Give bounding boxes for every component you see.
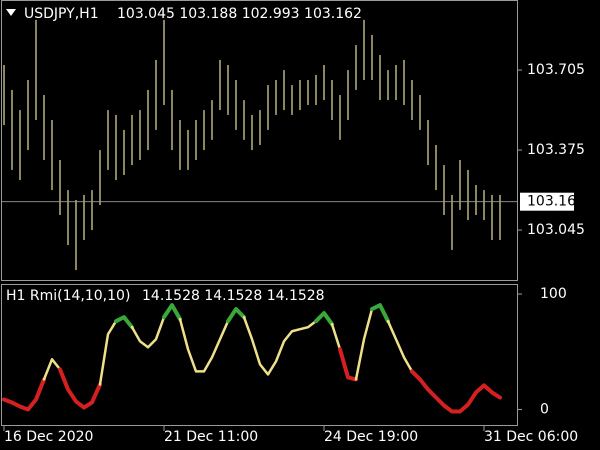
rmi-line xyxy=(98,319,118,386)
last-price-box xyxy=(520,192,574,211)
rmi-line xyxy=(330,322,342,351)
rmi-line xyxy=(386,319,414,373)
y-tick-label: 103.705 xyxy=(527,62,585,78)
rmi-line xyxy=(42,358,62,381)
last-price-label: 103.162 xyxy=(527,194,585,210)
x-tick-label: 31 Dec 06:00 xyxy=(484,429,578,445)
y-tick-label: 103.375 xyxy=(527,142,585,158)
rmi-line xyxy=(242,315,318,376)
rmi-line xyxy=(314,311,334,327)
y-tick-label: 0 xyxy=(540,402,549,418)
rmi-line xyxy=(130,315,166,349)
rmi-line xyxy=(178,317,230,373)
y-tick-label: 103.045 xyxy=(527,222,585,238)
x-tick-label: 24 Dec 19:00 xyxy=(324,429,418,445)
rmi-line xyxy=(58,367,102,410)
y-tick-label: 100 xyxy=(540,286,567,302)
indicator-title: H1 Rmi(14,10,10) xyxy=(6,288,130,304)
rmi-line xyxy=(370,303,390,324)
x-tick-label: 16 Dec 2020 xyxy=(4,429,93,445)
x-tick-label: 21 Dec 11:00 xyxy=(164,429,258,445)
rmi-line xyxy=(354,307,374,381)
indicator-pane xyxy=(1,284,518,426)
rmi-line xyxy=(162,303,182,322)
rmi-line xyxy=(2,377,46,412)
indicator-readout: 14.1528 14.1528 14.1528 xyxy=(142,288,325,304)
quote-readout: 103.045 103.188 102.993 103.162 xyxy=(117,6,362,22)
price-pane xyxy=(1,0,518,281)
rmi-line xyxy=(114,315,134,330)
symbol-title: USDJPY,H1 xyxy=(24,6,99,22)
rmi-line xyxy=(410,369,502,414)
rmi-line xyxy=(338,347,358,382)
menu-triangle[interactable] xyxy=(6,9,16,16)
rmi-line xyxy=(226,307,246,324)
